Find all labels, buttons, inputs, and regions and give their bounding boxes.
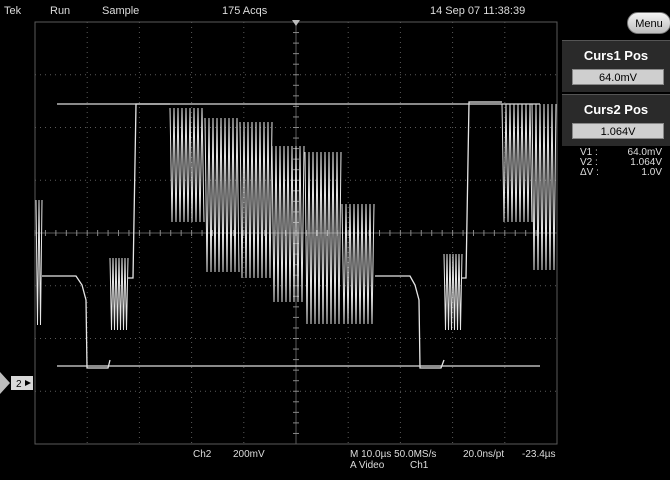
waveform-segment (501, 103, 533, 223)
arrow-right-icon (25, 380, 31, 386)
cursor-readout: V1 : 64.0mV V2 : 1.064V ΔV : 1.0V (580, 148, 662, 178)
waveform-segment (204, 117, 240, 273)
waveform-segment (239, 121, 273, 279)
cursor2-value[interactable]: 1.064V (572, 123, 664, 139)
trigger-source: Ch1 (410, 460, 429, 471)
waveform-segment (443, 253, 463, 331)
channel-label: Ch2 (193, 449, 212, 460)
cursor1-panel[interactable]: Curs1 Pos 64.0mV (562, 40, 670, 92)
cursor2-panel[interactable]: Curs2 Pos 1.064V (562, 94, 670, 146)
trigger-position-icon (292, 20, 300, 26)
trigger-type: A Video (350, 460, 385, 471)
channel-ground-marker-icon[interactable] (0, 372, 10, 394)
readout-row-v1: V1 : 64.0mV (580, 148, 662, 158)
run-state: Run (50, 5, 71, 17)
waveform-segment (35, 199, 43, 326)
readout-label: ΔV : (580, 167, 599, 178)
readout-value: 1.064V (630, 157, 662, 168)
readout-value: 1.0V (641, 167, 662, 178)
cursor1-value[interactable]: 64.0mV (572, 69, 664, 85)
waveform-sync (42, 275, 111, 369)
waveform-segment (341, 203, 375, 325)
status-bar: Tek Run Sample 175 Acqs 14 Sep 07 11:38:… (0, 0, 560, 20)
timestamp: 14 Sep 07 11:38:39 (430, 5, 526, 17)
horizontal-scale: M 10.0µs 50.0MS/s (350, 449, 437, 460)
brand-label: Tek (4, 5, 22, 17)
readout-row-delta: ΔV : 1.0V (580, 168, 662, 178)
channel2-marker-label: 2 (16, 379, 22, 390)
readout-label: V1 : (580, 147, 598, 158)
horizontal-position: -23.4µs (522, 449, 556, 460)
acquisition-count: 175 Acqs (222, 5, 268, 17)
menu-button[interactable]: Menu (627, 12, 670, 34)
waveform-segment (169, 107, 205, 223)
cursor2-title: Curs2 Pos (583, 102, 649, 117)
sample-interval: 20.0ns/pt (463, 449, 505, 460)
waveform-sync (375, 275, 445, 369)
waveform-blanking (462, 101, 502, 279)
acquisition-mode: Sample (102, 5, 140, 17)
waveform-segment (109, 257, 129, 331)
waveform-segment (304, 151, 342, 325)
readout-label: V2 : (580, 157, 598, 168)
cursor1-title: Curs1 Pos (583, 48, 649, 63)
channel2-marker[interactable] (11, 376, 33, 390)
waveform-segment (271, 145, 305, 303)
volts-per-div: 200mV (233, 449, 265, 460)
readout-row-v2: V2 : 1.064V (580, 158, 662, 168)
readout-value: 64.0mV (627, 147, 662, 158)
